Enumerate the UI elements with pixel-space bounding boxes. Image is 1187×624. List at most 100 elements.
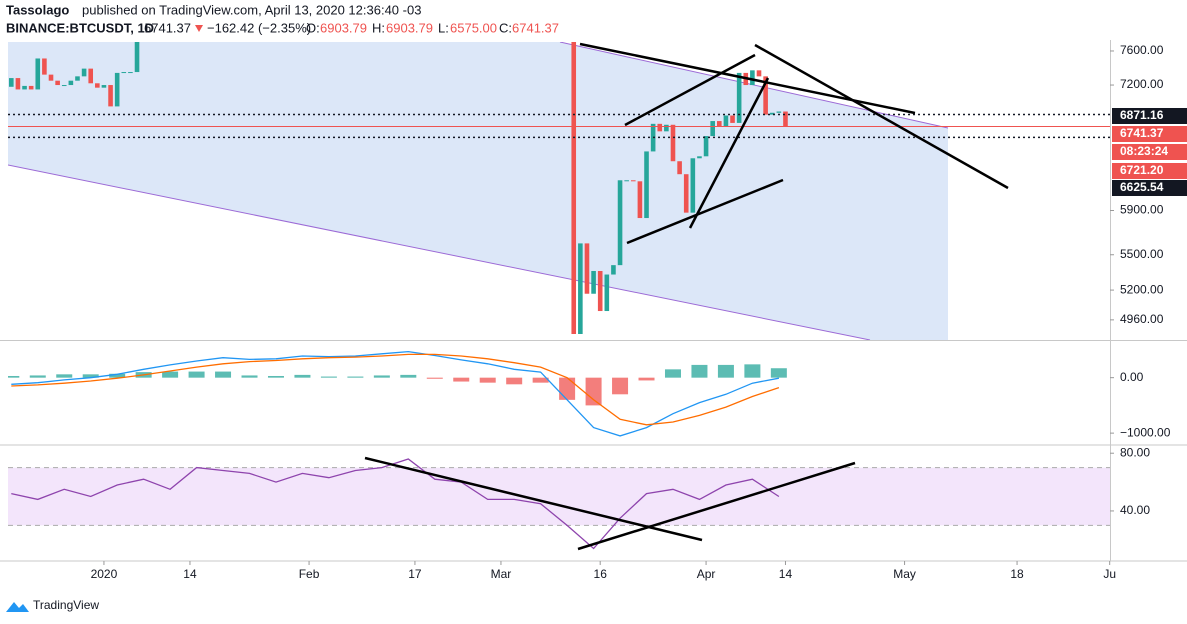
histogram-bar <box>744 364 761 378</box>
histogram-bar <box>400 374 417 378</box>
x-tick-label: 16 <box>594 567 608 581</box>
histogram-bar <box>267 375 284 378</box>
trendline <box>626 178 784 245</box>
x-tick-label: 14 <box>779 567 793 581</box>
high-label: H: <box>372 20 385 35</box>
histogram-bar <box>638 377 655 381</box>
regression-channel <box>8 42 948 340</box>
trendline <box>624 53 756 127</box>
histogram-bar <box>294 374 311 378</box>
countdown-bg <box>1112 144 1187 160</box>
candle <box>736 72 742 123</box>
candle <box>35 58 41 90</box>
histogram-bar <box>479 377 496 383</box>
high: 6903.79 <box>386 20 433 35</box>
histogram-bar <box>29 375 46 378</box>
candle <box>68 80 74 86</box>
price-label-bg <box>1112 163 1187 179</box>
histogram-bar <box>612 377 629 395</box>
y-tick-label: 5200.00 <box>1120 282 1164 296</box>
price-label-bg <box>1112 180 1187 196</box>
candle <box>55 80 60 86</box>
change: −162.42 (−2.35%) <box>207 20 311 35</box>
x-tick-label: 17 <box>408 567 422 581</box>
price-label-bg <box>1112 108 1187 124</box>
candle <box>611 265 616 275</box>
candle <box>703 136 709 157</box>
y-tick-label: 5500.00 <box>1120 247 1164 261</box>
y-tick-label: 80.00 <box>1120 445 1150 459</box>
candle <box>114 72 120 107</box>
symbol: BINANCE:BTCUSDT, 1D <box>6 20 154 35</box>
histogram-bar <box>347 376 364 378</box>
candle <box>571 42 577 334</box>
histogram-bar <box>188 371 205 378</box>
brand: TradingView <box>33 598 99 612</box>
low: 6575.00 <box>450 20 497 35</box>
logo <box>6 602 29 612</box>
x-tick-label: Feb <box>299 567 320 581</box>
indicator-line <box>11 350 780 437</box>
candle <box>15 78 21 90</box>
candle <box>710 121 715 137</box>
candle <box>683 174 689 213</box>
price-label: 6871.16 <box>1120 108 1164 122</box>
x-tick-label: May <box>893 567 916 581</box>
low-label: L: <box>438 20 449 35</box>
candle <box>75 76 80 81</box>
last-price: 6741.37 <box>144 20 191 35</box>
candle <box>624 180 629 182</box>
y-tick-label: 7200.00 <box>1120 77 1164 91</box>
trendline <box>579 42 916 115</box>
candle <box>584 243 590 294</box>
histogram-bar <box>532 377 549 383</box>
y-tick-label: 40.00 <box>1120 503 1150 517</box>
candle <box>717 121 722 127</box>
y-tick-label: 5900.00 <box>1120 203 1164 217</box>
histogram-bar <box>373 375 390 378</box>
y-tick-label: 0.00 <box>1120 370 1144 384</box>
candle <box>108 85 113 107</box>
histogram-bar <box>426 377 443 379</box>
trendlines <box>364 42 1009 551</box>
candle <box>769 112 775 115</box>
histogram-bar <box>56 374 73 378</box>
x-tick-label: 18 <box>1010 567 1024 581</box>
author: Tassolago <box>6 2 69 17</box>
candle <box>776 111 782 113</box>
price-label: 6625.54 <box>1120 180 1164 194</box>
x-tick-label: Mar <box>491 567 512 581</box>
candle <box>61 85 67 87</box>
trendline <box>577 461 856 551</box>
candle <box>723 115 729 127</box>
indicator-line <box>11 458 780 550</box>
candle <box>128 72 133 74</box>
y-tick-label: 4960.00 <box>1120 312 1164 326</box>
candle <box>604 274 610 312</box>
candle <box>134 42 140 73</box>
histogram-bar <box>82 374 99 378</box>
histogram-bar <box>162 371 179 378</box>
histogram-bar <box>109 373 126 378</box>
candle <box>597 270 603 312</box>
candle <box>578 243 583 334</box>
candle <box>690 158 696 213</box>
candle <box>783 111 788 127</box>
histogram-bar <box>506 377 523 385</box>
candle <box>591 270 596 294</box>
candle <box>657 123 663 132</box>
candle <box>750 70 755 86</box>
candle <box>95 83 100 88</box>
x-tick-label: 2020 <box>91 567 118 581</box>
y-tick-label: −1000.00 <box>1120 425 1171 439</box>
x-tick-label: Apr <box>697 567 716 581</box>
histogram-bar <box>770 368 787 378</box>
histogram-bar <box>215 371 232 378</box>
histogram-bar <box>717 364 734 378</box>
candle <box>630 180 636 182</box>
histogram-bar <box>453 377 470 382</box>
close: 6741.37 <box>512 20 559 35</box>
candle <box>670 124 676 162</box>
y-tick-label: 7600.00 <box>1120 43 1164 57</box>
published: published on TradingView.com, April 13, … <box>82 2 421 17</box>
